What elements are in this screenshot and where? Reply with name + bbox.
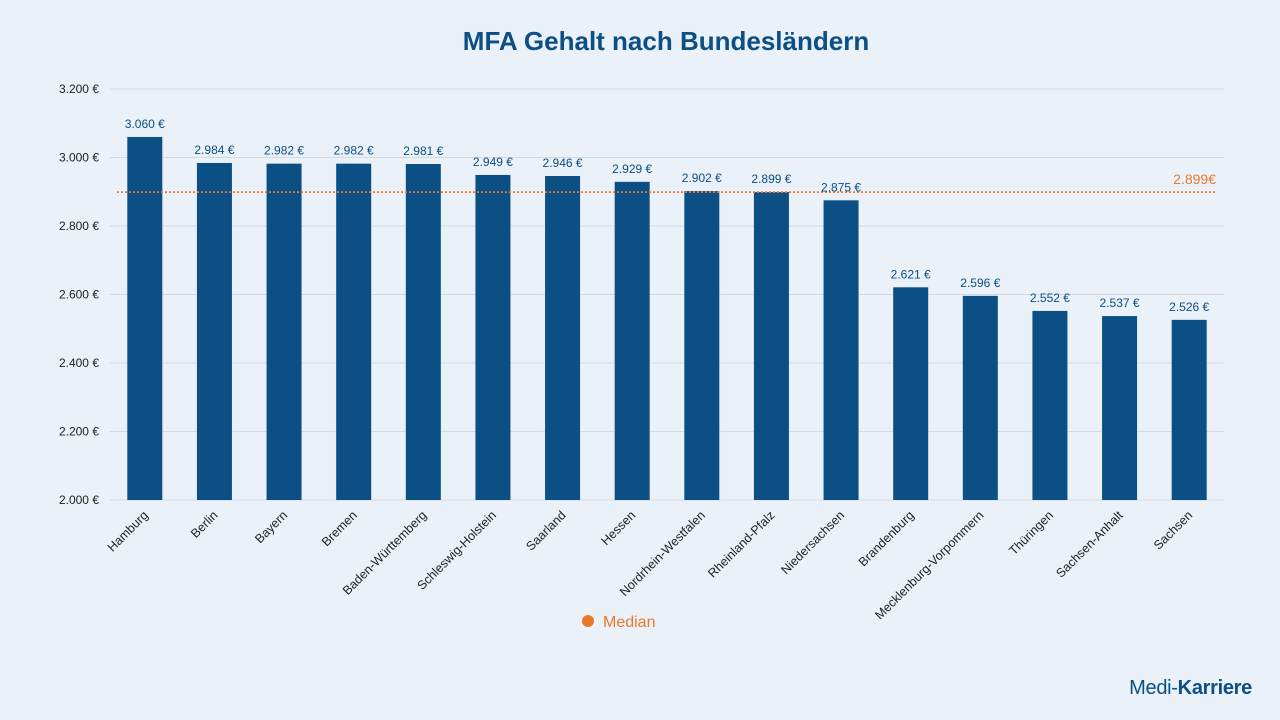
- y-tick-label: 2.000 €: [59, 493, 99, 507]
- bar: [893, 287, 929, 500]
- x-tick-label: Berlin: [188, 508, 221, 541]
- x-tick-label: Bayern: [252, 508, 290, 546]
- bar: [1102, 316, 1138, 500]
- x-tick-label: Rheinland-Pfalz: [705, 508, 777, 580]
- y-tick-label: 2.600 €: [59, 288, 99, 302]
- y-tick-label: 2.400 €: [59, 356, 99, 370]
- y-axis-ticks: 2.000 € 2.200 € 2.400 € 2.600 € 2.800 € 3.000…: [59, 82, 99, 507]
- bar: [1171, 319, 1207, 500]
- x-tick-label: Schleswig-Holstein: [414, 508, 499, 593]
- data-label: 2.537 €: [1100, 296, 1140, 310]
- x-tick-label: Thüringen: [1006, 508, 1056, 558]
- x-tick-label: Bremen: [319, 508, 360, 549]
- data-label: 2.552 €: [1030, 291, 1070, 305]
- data-label: 2.875 €: [821, 180, 861, 194]
- x-tick-label: Hessen: [598, 508, 638, 548]
- brand-logo: Medi-Karriere: [1129, 677, 1252, 700]
- legend-median-marker: [582, 615, 594, 627]
- bar: [336, 163, 372, 501]
- median-line-group: 2.899€: [117, 171, 1216, 193]
- data-label: 2.946 €: [543, 156, 583, 170]
- data-label: 2.526 €: [1169, 300, 1209, 314]
- bar: [823, 200, 859, 500]
- data-label: 2.929 €: [612, 162, 652, 176]
- y-tick-label: 2.800 €: [59, 219, 99, 233]
- x-tick-label: Saarland: [523, 508, 568, 553]
- bar: [962, 295, 998, 500]
- data-label: 2.982 €: [334, 144, 374, 158]
- x-axis-labels: Hamburg Berlin Bayern BremenBaden-Württembe…: [105, 508, 1196, 622]
- bar: [614, 181, 650, 500]
- data-label: 2.984 €: [194, 143, 234, 157]
- brand-logo-part1: Medi-: [1129, 677, 1178, 699]
- bar: [405, 164, 441, 500]
- brand-logo-part2: Karriere: [1177, 677, 1253, 699]
- bar: [196, 162, 232, 501]
- data-label: 3.060 €: [125, 117, 165, 131]
- bar: [684, 191, 720, 500]
- y-tick-label: 2.200 €: [59, 425, 99, 439]
- bar: [545, 175, 581, 500]
- data-label: 2.621 €: [891, 267, 931, 281]
- bar: [753, 192, 789, 500]
- data-label: 2.949 €: [473, 155, 513, 169]
- x-tick-label: Niedersachsen: [778, 508, 847, 577]
- y-tick-label: 3.200 €: [59, 82, 99, 96]
- x-tick-label: Brandenburg: [856, 508, 917, 569]
- bar: [1032, 310, 1068, 500]
- data-label: 2.902 €: [682, 171, 722, 185]
- legend-median-label: Median: [603, 614, 655, 631]
- chart-title: MFA Gehalt nach Bundesländern: [463, 26, 869, 56]
- data-label: 2.899 €: [751, 172, 791, 186]
- bar: [475, 174, 511, 500]
- bar: [266, 163, 302, 501]
- median-value-label: 2.899€: [1173, 171, 1216, 187]
- bars: [127, 136, 1207, 501]
- bar: [127, 136, 163, 500]
- y-tick-label: 3.000 €: [59, 151, 99, 165]
- x-tick-label: Sachsen-Anhalt: [1053, 508, 1126, 581]
- x-tick-label: Hamburg: [105, 508, 151, 554]
- legend: Median: [582, 614, 655, 631]
- data-labels: 3.060 € 2.984 € 2.982 € 2.982 € 2.981 € 2.949…: [125, 117, 1210, 314]
- data-label: 2.596 €: [960, 276, 1000, 290]
- x-tick-label: Sachsen: [1151, 508, 1195, 552]
- data-label: 2.981 €: [403, 144, 443, 158]
- data-label: 2.982 €: [264, 144, 304, 158]
